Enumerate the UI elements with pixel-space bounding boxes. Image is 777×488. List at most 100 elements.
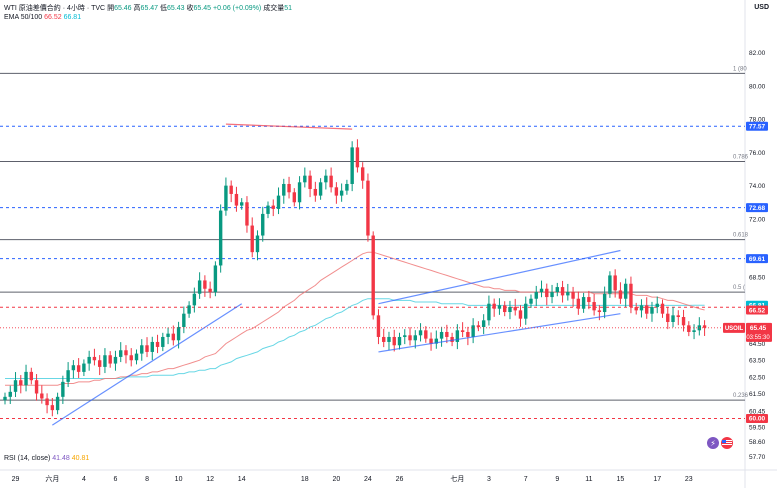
candle-body bbox=[171, 333, 176, 341]
candle-body bbox=[645, 305, 649, 314]
ema50-value: 66.52 bbox=[44, 14, 62, 21]
fib-level-label-3: 0.5 ( bbox=[733, 285, 745, 291]
level-tag-4: 60.00 bbox=[749, 416, 766, 423]
candle-body bbox=[687, 325, 691, 332]
candle-body bbox=[355, 147, 360, 168]
currency-label[interactable]: USD bbox=[754, 4, 769, 11]
candle-body bbox=[292, 192, 296, 203]
change-value: +0.06 (+0.09%) bbox=[213, 5, 262, 12]
candle-body bbox=[66, 370, 70, 382]
time-tick-label: 9 bbox=[555, 476, 559, 483]
candle-body bbox=[592, 302, 596, 311]
trendline-3 bbox=[225, 123, 353, 130]
time-tick-label: 8 bbox=[145, 476, 149, 483]
fib-level-label-2: 0.618 bbox=[733, 233, 749, 239]
price-tick-label: 60.45 bbox=[749, 408, 766, 415]
candle-body bbox=[208, 288, 212, 293]
candle-body bbox=[350, 147, 354, 184]
candle-body bbox=[145, 345, 149, 352]
candle-body bbox=[418, 330, 423, 336]
candle-body bbox=[655, 303, 659, 308]
candle-body bbox=[3, 396, 7, 401]
ema100-value: 66.81 bbox=[63, 14, 82, 21]
candle-body bbox=[276, 195, 281, 209]
level-tag-1: 72.68 bbox=[749, 205, 766, 212]
fib-level-label-1: 0.786 bbox=[733, 155, 749, 161]
last-price-tag: 65.45 bbox=[750, 325, 767, 332]
candle-body bbox=[140, 345, 144, 354]
open-label: 開 bbox=[107, 5, 115, 12]
candle-body bbox=[71, 365, 76, 371]
candle-body bbox=[329, 175, 333, 188]
candle-body bbox=[266, 205, 270, 214]
candle-body bbox=[566, 292, 570, 296]
time-tick-label: 26 bbox=[396, 476, 404, 483]
ema-legend[interactable]: EMA 50/100 66.52 66.81 bbox=[4, 14, 81, 21]
level-tag-2: 69.61 bbox=[749, 256, 766, 263]
candle-body bbox=[297, 182, 302, 203]
candle-body bbox=[124, 350, 128, 356]
candle-body bbox=[681, 317, 686, 326]
candle-body bbox=[524, 303, 528, 319]
symbol-title[interactable]: WTI 原油差價合約 · 4小時 · TVC bbox=[4, 5, 106, 12]
candle-body bbox=[513, 307, 517, 311]
countdown-timer: 03:55:30 bbox=[746, 335, 770, 341]
candle-body bbox=[308, 175, 312, 189]
price-tick-label: 72.00 bbox=[749, 216, 766, 223]
candle-body bbox=[481, 320, 486, 327]
candle-body bbox=[439, 331, 444, 339]
candle-body bbox=[61, 381, 65, 397]
candle-body bbox=[224, 185, 228, 211]
candle-body bbox=[692, 330, 696, 332]
candle-body bbox=[676, 315, 680, 318]
symbol-tag: USOIL bbox=[725, 326, 744, 332]
candle-body bbox=[366, 180, 370, 236]
candle-body bbox=[134, 353, 139, 361]
candle-body bbox=[339, 190, 344, 196]
candle-body bbox=[576, 298, 581, 309]
candle-body bbox=[250, 225, 254, 253]
candle-body bbox=[92, 356, 97, 361]
candle-body bbox=[203, 280, 207, 289]
time-tick-label: 11 bbox=[585, 476, 592, 483]
ema-price-tag-1: 66.52 bbox=[749, 307, 766, 314]
candle-body bbox=[618, 290, 623, 299]
candle-body bbox=[508, 307, 512, 313]
fib-level-label-0: 1 (80 bbox=[733, 66, 747, 72]
time-tick-label: 17 bbox=[653, 476, 661, 483]
candle-body bbox=[166, 333, 170, 337]
time-tick-label: 7 bbox=[524, 476, 528, 483]
candle-body bbox=[487, 303, 491, 321]
candle-body bbox=[287, 183, 291, 193]
candle-body bbox=[213, 265, 218, 293]
close-value: 65.45 bbox=[193, 5, 212, 12]
time-tick-label: 3 bbox=[487, 476, 491, 483]
time-tick-label: 15 bbox=[617, 476, 625, 483]
price-tick-label: 64.50 bbox=[749, 341, 766, 348]
time-tick-label: 七月 bbox=[450, 474, 464, 483]
candle-body bbox=[371, 235, 375, 316]
time-tick-label: 20 bbox=[332, 476, 340, 483]
time-tick-label: 4 bbox=[82, 476, 86, 483]
candle-body bbox=[176, 326, 181, 341]
level-tag-2-bg bbox=[746, 254, 768, 264]
candle-body bbox=[476, 325, 481, 327]
candle-body bbox=[313, 188, 318, 196]
chart-header-ohlc: WTI 原油差價合約 · 4小時 · TVC 開65.46 高65.47 低65… bbox=[4, 3, 292, 13]
rsi-legend[interactable]: RSI (14, close) 41.48 40.81 bbox=[4, 455, 89, 462]
candle-body bbox=[261, 213, 265, 236]
price-tick-label: 68.50 bbox=[749, 275, 766, 282]
candle-body bbox=[87, 356, 91, 364]
ema100-line bbox=[5, 298, 705, 379]
trendline-2 bbox=[378, 249, 621, 305]
price-tick-label: 76.00 bbox=[749, 150, 766, 157]
candle-body bbox=[50, 405, 55, 411]
candle-body bbox=[376, 315, 381, 337]
candle-body bbox=[571, 292, 575, 299]
candle-body bbox=[34, 380, 39, 394]
svg-text:⚡: ⚡ bbox=[710, 439, 716, 448]
low-value: 65.43 bbox=[167, 5, 185, 12]
event-markers[interactable]: ⚡ bbox=[706, 436, 736, 450]
candle-body bbox=[613, 275, 617, 291]
